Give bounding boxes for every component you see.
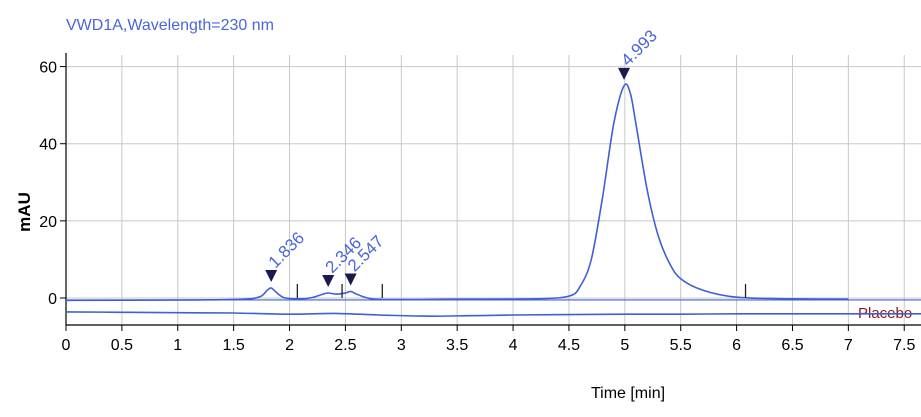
x-tick-label: 0.5 xyxy=(111,337,133,354)
x-tick-label: 5 xyxy=(620,337,629,354)
peak-marker xyxy=(322,274,335,287)
x-tick-label: 1 xyxy=(173,337,182,354)
series-layer xyxy=(65,83,921,317)
x-tick-label: 1.5 xyxy=(223,337,245,354)
axes-layer: 0 0.5 1 1.5 2 2.5 3 3.5 4 4.5 5 5.5 6 6.5 7 7.5 0 20 40 60 xyxy=(39,53,921,354)
grid-layer xyxy=(65,55,921,325)
x-tick-label: 4 xyxy=(509,337,518,354)
x-tick-label: 6.5 xyxy=(781,337,803,354)
x-tick-label: 3 xyxy=(397,337,406,354)
y-tick-label: 40 xyxy=(39,137,57,154)
x-tick-label: 2.5 xyxy=(334,337,356,354)
x-tick-label: 5.5 xyxy=(670,337,692,354)
sample-trace xyxy=(65,83,849,302)
x-axis-label: Time [min] xyxy=(591,385,665,402)
x-tick-label: 0 xyxy=(62,337,71,354)
x-tick-label: 4.5 xyxy=(558,337,580,354)
peak-marker xyxy=(265,269,278,282)
peak-label: 1.836 xyxy=(265,228,309,272)
y-tick-label: 0 xyxy=(48,291,57,308)
chart-title: VWD1A,Wavelength=230 nm xyxy=(66,17,274,34)
peak-marker xyxy=(618,67,631,80)
x-tick-label: 6 xyxy=(732,337,741,354)
placebo-trace xyxy=(65,311,921,317)
peak-label: 4.993 xyxy=(617,26,661,70)
x-tick-label: 7.5 xyxy=(893,337,915,354)
x-tick-label: 7 xyxy=(844,337,853,354)
x-tick-label: 2 xyxy=(285,337,294,354)
y-tick-label: 60 xyxy=(39,60,57,77)
peak-marker xyxy=(344,273,357,286)
x-tick-label: 3.5 xyxy=(446,337,468,354)
y-tick-label: 20 xyxy=(39,214,57,231)
y-axis-label: mAU xyxy=(15,192,34,232)
